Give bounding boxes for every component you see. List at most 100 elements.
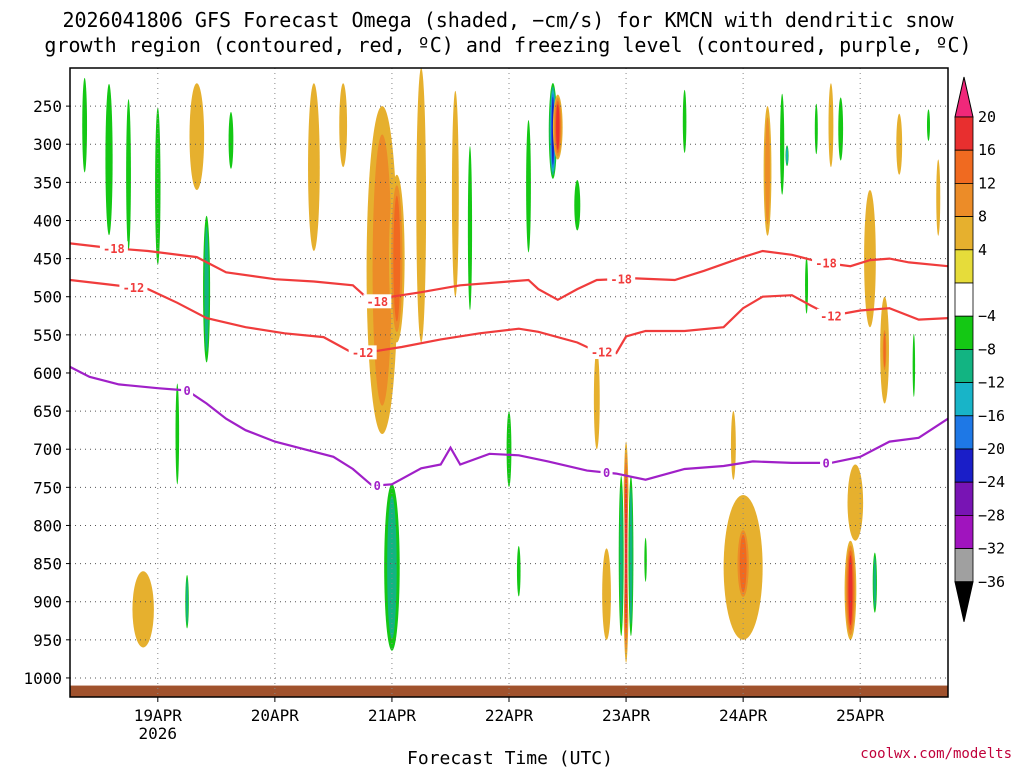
colorbar-label-7: −12 [978, 374, 1005, 392]
colorbar-bottom-arrow [954, 581, 974, 622]
x-tick-label-5: 24APR [719, 706, 768, 725]
omega-cell-19-0 [189, 83, 205, 190]
y-tick-label-700: 700 [33, 440, 62, 459]
contours: -18 -18 -18 -18 -12 -12 -12 -12 0 0 0 0 [70, 241, 948, 493]
y-tick-label-950: 950 [33, 631, 62, 650]
omega-cell-49-1 [926, 109, 930, 141]
omega-cell-17-2 [204, 226, 209, 353]
omega-cell-39-1 [805, 256, 809, 314]
y-tick-label-650: 650 [33, 402, 62, 421]
colorbar-bin-4 [954, 216, 974, 251]
y-tick-label-350: 350 [33, 173, 62, 192]
plot-background [70, 68, 948, 697]
source-credit: coolwx.com/modelts [860, 746, 1012, 762]
colorbar-top-arrow [954, 76, 974, 118]
freezing_level_0C-label-bg-1 [371, 478, 384, 493]
omega-cell-5-3 [625, 474, 628, 631]
freezing_level_0C-label-bg-2 [600, 465, 613, 480]
dgz_minus18-label-3: -18 [815, 257, 837, 271]
omega-cell-27-1 [506, 411, 512, 488]
y-tick-label-400: 400 [33, 211, 62, 230]
omega-cell-50-0 [936, 159, 941, 236]
omega-cell-46-2 [883, 332, 886, 368]
dgz_minus18-label-bg-1 [363, 294, 392, 309]
y-tick-label-600: 600 [33, 364, 62, 383]
omega-cell-13-1 [105, 83, 113, 236]
colorbar-label-9: −20 [978, 440, 1005, 458]
omega-cell-29-1 [526, 119, 531, 253]
colorbar-bin-11 [954, 448, 974, 483]
colorbar-bin-3 [954, 182, 974, 217]
dgz_minus18-label-2: -18 [610, 273, 632, 287]
omega-cell-36-1 [765, 117, 770, 225]
omega-cell-22-0 [308, 83, 320, 251]
omega-cell-24-0 [416, 68, 427, 343]
omega-cell-31-0 [593, 350, 600, 450]
y-tick-label-800: 800 [33, 516, 62, 535]
x-tick-label-4: 23APR [602, 706, 651, 725]
colorbar-label-3: 8 [978, 208, 987, 226]
omega-cell-25-0 [451, 90, 459, 297]
omega-cell-41-0 [828, 83, 834, 168]
omega-cell-32-0 [602, 548, 611, 640]
colorbar-bin-2 [954, 149, 974, 184]
omega-cell-15-1 [126, 99, 131, 251]
x-axis-title: Forecast Time (UTC) [407, 748, 613, 768]
colorbar-label-5: −4 [978, 307, 996, 325]
dgz_minus18-label-bg-0 [99, 241, 128, 256]
omega-cell-44-2 [873, 556, 877, 609]
x-tick-label-1: 20APR [251, 706, 300, 725]
dgz_minus18-label-0: -18 [103, 242, 125, 256]
y-tick-label-1000: 1000 [23, 669, 62, 688]
omega-cell-37-1 [780, 93, 785, 195]
omega-cell-6-2 [619, 487, 623, 625]
omega-cell-10-3 [848, 555, 853, 626]
dgz_minus12-label-0: -12 [123, 281, 145, 295]
colorbar-bin-12 [954, 481, 974, 516]
dgz_minus12-label-bg-2 [587, 345, 616, 360]
omega-cell-48-1 [912, 333, 916, 397]
omega-cell-35-0 [730, 411, 736, 480]
omega-cell-2-2 [393, 195, 401, 322]
colorbar-bin-1 [954, 116, 974, 151]
omega-cell-11-0 [847, 464, 864, 541]
omega-cell-7-2 [629, 487, 633, 625]
axes: 250 300 350 400 450 500 550 600 650 700 750 800 850 9… [23, 67, 949, 743]
colorbar-label-10: −24 [978, 473, 1005, 491]
freezing_level_0C-label-2: 0 [603, 466, 610, 480]
omega-cell-12-0 [132, 571, 154, 648]
omega-cell-23-0 [339, 83, 348, 168]
x-tick-label-0: 19APR [134, 706, 183, 725]
dgz_minus12-label-bg-3 [816, 308, 845, 323]
colorbar-label-11: −28 [978, 506, 1005, 524]
colorbar-label-13: −36 [978, 573, 1005, 591]
freezing_level_0C-label-0: 0 [183, 384, 190, 398]
omega-cell-33-1 [644, 537, 647, 582]
y-tick-label-850: 850 [33, 555, 62, 574]
freezing_level_0C-line [70, 365, 948, 487]
omega-cell-18-1 [228, 112, 234, 169]
y-tick-label-500: 500 [33, 288, 62, 307]
colorbar-bin-9 [954, 382, 974, 417]
omega-cell-42-1 [838, 97, 844, 161]
omega-cell-1-1 [372, 134, 392, 406]
y-tick-label-250: 250 [33, 97, 62, 116]
omega-cell-26-1 [467, 146, 473, 311]
colorbar-bin-6 [954, 282, 974, 317]
freezing_level_0C-label-bg-0 [181, 383, 194, 398]
dgz_minus18-label-1: -18 [366, 295, 388, 309]
colorbar-bin-7 [954, 315, 974, 350]
omega-cell-0-2 [387, 495, 397, 639]
y-tick-label-900: 900 [33, 593, 62, 612]
dgz_minus18-label-bg-2 [607, 272, 636, 287]
colorbar-bin-10 [954, 415, 974, 450]
y-tick-label-550: 550 [33, 326, 62, 345]
colorbar-bin-14 [954, 548, 974, 583]
omega-cell-21-2 [185, 578, 189, 625]
omega-cell-38-3 [786, 147, 788, 164]
freezing_level_0C-label-1: 0 [374, 479, 381, 493]
colorbar-bin-5 [954, 249, 974, 284]
omega-cell-20-1 [175, 383, 180, 485]
